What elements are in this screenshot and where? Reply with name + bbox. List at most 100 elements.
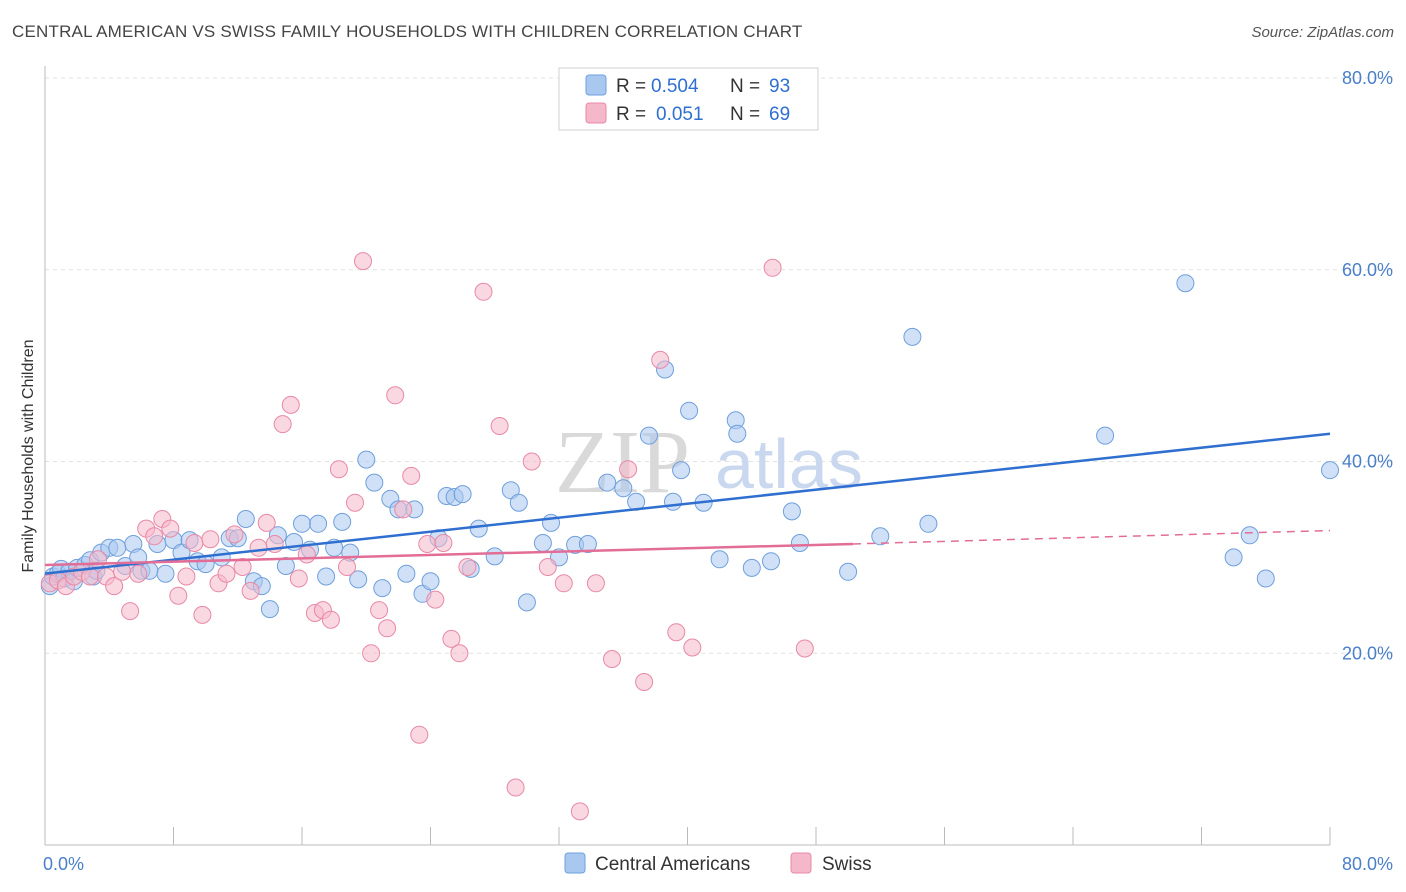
- bottom-legend: Central Americans Swiss: [564, 852, 872, 875]
- point-central-americans: [1096, 426, 1115, 445]
- point-swiss: [169, 586, 188, 605]
- point-central-americans: [196, 555, 215, 574]
- point-swiss: [89, 550, 107, 569]
- point-swiss: [450, 644, 469, 663]
- point-central-americans: [614, 479, 633, 498]
- point-central-americans: [903, 327, 922, 346]
- trend-line-swiss-extension: [852, 529, 1331, 545]
- point-central-americans: [276, 557, 295, 575]
- point-central-americans: [509, 493, 528, 512]
- point-swiss: [442, 629, 461, 648]
- point-central-americans: [108, 538, 127, 557]
- top-legend: R = 0.504 N = 93 R = 0.051 N = 69: [558, 67, 819, 131]
- point-swiss: [474, 282, 493, 301]
- point-central-americans: [156, 564, 175, 583]
- point-swiss: [490, 417, 509, 435]
- point-swiss: [434, 534, 453, 552]
- legend-swatch-swiss: [585, 102, 607, 124]
- legend-r-label-swiss: R =: [616, 104, 646, 125]
- point-swiss: [354, 252, 372, 271]
- data-points: [40, 252, 1339, 821]
- point-central-americans: [453, 485, 472, 504]
- point-central-americans: [839, 562, 858, 581]
- point-central-americans: [236, 510, 255, 528]
- point-central-americans: [578, 535, 597, 553]
- point-central-americans: [664, 492, 682, 511]
- legend-r-value-central: 0.504: [651, 76, 699, 97]
- point-swiss: [795, 639, 814, 658]
- point-central-americans: [397, 564, 416, 583]
- point-swiss: [289, 569, 308, 588]
- point-swiss: [554, 574, 573, 593]
- point-swiss: [570, 802, 589, 821]
- point-swiss: [281, 395, 300, 414]
- point-swiss: [129, 564, 148, 583]
- x-tick-label-min: 0.0%: [43, 854, 84, 874]
- point-central-americans: [1256, 569, 1275, 588]
- bottom-legend-label-central: Central Americans: [595, 854, 750, 875]
- point-swiss: [201, 530, 220, 549]
- point-swiss: [145, 527, 164, 546]
- bottom-legend-label-swiss: Swiss: [822, 854, 872, 875]
- grid-lines: [45, 77, 1393, 654]
- point-swiss: [297, 545, 316, 564]
- y-tick-labels: 20.0% 40.0% 60.0% 80.0%: [1342, 68, 1393, 663]
- point-central-americans: [680, 401, 699, 420]
- y-tick-label: 20.0%: [1342, 643, 1393, 663]
- point-central-americans: [373, 579, 392, 598]
- chart-source: Source: ZipAtlas.com: [1251, 24, 1394, 41]
- point-swiss: [651, 350, 670, 369]
- point-central-americans: [469, 519, 488, 538]
- point-swiss: [402, 466, 421, 485]
- point-central-americans: [1321, 461, 1339, 480]
- x-tick-labels: 0.0% 80.0%: [43, 854, 1393, 874]
- point-swiss: [418, 535, 437, 553]
- point-swiss: [273, 415, 292, 434]
- legend-swatch-central: [585, 74, 607, 96]
- legend-r-value-swiss: 0.051: [656, 104, 704, 125]
- y-tick-label: 60.0%: [1342, 260, 1393, 280]
- point-central-americans: [871, 527, 890, 546]
- point-swiss: [338, 558, 356, 576]
- trend-lines: [44, 432, 1331, 575]
- point-swiss: [321, 610, 340, 629]
- point-central-americans: [421, 572, 440, 591]
- point-swiss: [394, 500, 413, 519]
- point-swiss: [426, 590, 445, 609]
- point-central-americans: [710, 550, 729, 569]
- point-swiss: [506, 778, 525, 797]
- point-swiss: [667, 623, 686, 642]
- point-swiss: [635, 673, 654, 691]
- point-swiss: [370, 601, 389, 620]
- point-swiss: [225, 525, 244, 544]
- legend-n-value-swiss: 69: [769, 104, 790, 125]
- point-central-americans: [293, 514, 311, 533]
- legend-n-value-central: 93: [769, 76, 790, 97]
- legend-n-label-swiss: N =: [730, 104, 760, 125]
- point-central-americans: [790, 534, 809, 552]
- point-central-americans: [517, 593, 536, 612]
- bottom-legend-swatch-swiss: [790, 852, 812, 874]
- point-central-americans: [317, 567, 336, 586]
- point-swiss: [378, 619, 397, 638]
- point-central-americans: [640, 426, 658, 445]
- point-swiss: [386, 386, 405, 405]
- point-swiss: [193, 605, 212, 624]
- axes: [44, 66, 1331, 846]
- trend-line-central-americans: [44, 432, 1331, 575]
- point-swiss: [346, 493, 364, 512]
- point-central-americans: [742, 558, 761, 577]
- point-central-americans: [1240, 526, 1259, 545]
- point-swiss: [185, 534, 204, 552]
- point-swiss: [105, 577, 124, 596]
- trend-line-swiss: [44, 542, 853, 567]
- y-axis-label: Family Households with Children: [20, 340, 37, 573]
- point-central-americans: [919, 514, 938, 533]
- x-tick-label-max: 80.0%: [1342, 854, 1393, 874]
- point-swiss: [249, 538, 268, 557]
- point-swiss: [586, 574, 605, 593]
- point-swiss: [362, 644, 381, 663]
- chart-title: CENTRAL AMERICAN VS SWISS FAMILY HOUSEHO…: [12, 22, 803, 41]
- point-central-americans: [533, 534, 552, 552]
